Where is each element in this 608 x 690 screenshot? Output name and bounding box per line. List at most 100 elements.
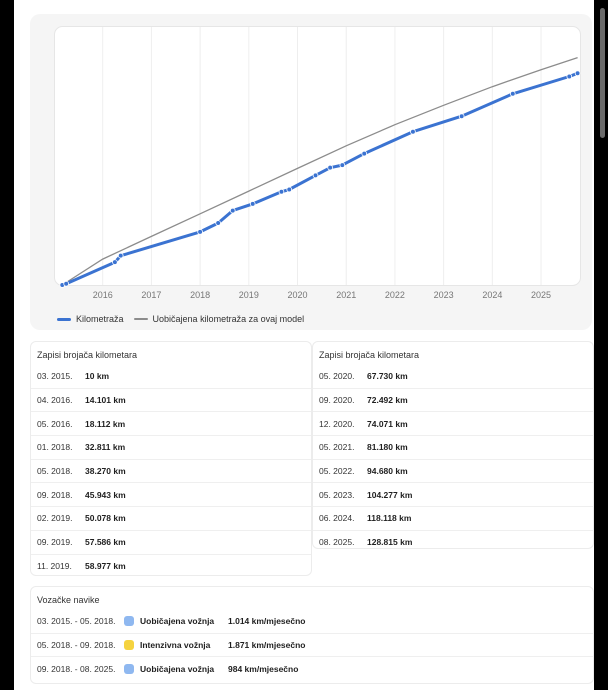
- x-tick-label: 2017: [141, 290, 161, 299]
- record-row: 09. 2019. 57.586 km: [31, 529, 311, 554]
- record-row: 05. 2022. 94.680 km: [313, 458, 593, 483]
- record-km: 10 km: [85, 371, 110, 382]
- record-km: 58.977 km: [85, 560, 126, 571]
- record-date: 02. 2019.: [37, 513, 73, 524]
- record-row: 11. 2019. 58.977 km: [31, 553, 311, 578]
- record-row: 05. 2018. 38.270 km: [31, 458, 311, 483]
- habit-period: 09. 2018. - 08. 2025.: [37, 663, 116, 674]
- habit-type: Uobičajena vožnja: [140, 663, 215, 674]
- record-date: 04. 2016.: [37, 395, 73, 406]
- record-km: 81.180 km: [367, 442, 408, 453]
- chart-legend: Kilometraža Uobičajena kilometraža za ov…: [57, 311, 314, 327]
- data-point-mileage: [361, 150, 368, 157]
- record-date: 09. 2019.: [37, 537, 73, 548]
- record-date: 05. 2018.: [37, 466, 73, 477]
- record-km: 38.270 km: [85, 466, 126, 477]
- x-tick-label: 2025: [531, 290, 551, 299]
- box-title: Vozačke navike: [37, 595, 100, 605]
- record-date: 12. 2020.: [319, 418, 355, 429]
- data-point-mileage: [410, 128, 416, 135]
- record-row: 04. 2016. 14.101 km: [31, 387, 311, 412]
- odometer-records-left: Zapisi brojača kilometara 03. 2015. 10 km…: [30, 341, 312, 576]
- x-tick-label: 2018: [190, 290, 210, 299]
- record-row: 03. 2015. 10 km: [31, 365, 311, 388]
- legend-label-mileage: Kilometraža: [76, 314, 124, 324]
- record-row: 05. 2021. 81.180 km: [313, 435, 593, 459]
- data-point-mileage: [112, 259, 118, 265]
- habit-rate: 984 km/mjesečno: [228, 663, 299, 674]
- scrollbar-thumb[interactable]: [600, 8, 605, 138]
- record-row: 05. 2016. 18.112 km: [31, 411, 311, 435]
- x-tick-label: 2024: [482, 290, 502, 299]
- record-date: 03. 2015.: [37, 371, 73, 382]
- data-point-mileage: [574, 70, 581, 77]
- legend-item-typical[interactable]: Uobičajena kilometraža za ovaj model: [133, 314, 305, 324]
- record-date: 05. 2016.: [37, 418, 73, 429]
- record-km: 104.277 km: [367, 489, 413, 500]
- data-point-mileage: [458, 113, 465, 120]
- x-tick-label: 2019: [239, 290, 259, 299]
- record-km: 128.815 km: [367, 537, 413, 548]
- record-km: 67.730 km: [367, 371, 408, 382]
- record-km: 14.101 km: [85, 395, 126, 406]
- record-km: 72.492 km: [367, 395, 408, 406]
- record-date: 05. 2021.: [319, 442, 355, 453]
- data-point-mileage: [339, 162, 346, 168]
- record-list: 05. 2020. 67.730 km 09. 2020. 72.492 km 12. …: [313, 365, 593, 554]
- data-point-mileage: [197, 229, 203, 235]
- data-point-mileage: [229, 207, 236, 214]
- record-date: 11. 2019.: [37, 560, 72, 571]
- habit-period: 03. 2015. - 05. 2018.: [37, 616, 116, 627]
- record-row: 02. 2019. 50.078 km: [31, 506, 311, 530]
- data-point-mileage: [566, 73, 573, 80]
- record-km: 74.071 km: [367, 418, 408, 429]
- habit-color-chip: [124, 663, 134, 674]
- habit-type: Uobičajena vožnja: [140, 616, 215, 627]
- habit-color-chip: [124, 616, 134, 627]
- record-km: 45.943 km: [85, 489, 126, 500]
- record-date: 01. 2018.: [37, 442, 73, 453]
- record-list: 03. 2015. 10 km 04. 2016. 14.101 km 05. 2016…: [31, 365, 311, 577]
- habit-row: 03. 2015. - 05. 2018. Uobičajena vožnja 1.…: [31, 610, 593, 633]
- mileage-chart: 2016 2017 2018 2019 2020 2021 2022 2023 2024 2025: [54, 26, 581, 299]
- data-point-mileage: [249, 201, 256, 207]
- scrollbar[interactable]: [597, 0, 608, 690]
- legend-swatch-typical: [133, 318, 148, 320]
- x-tick-label: 2020: [288, 290, 308, 299]
- driving-habits: Vozačke navike 03. 2015. - 05. 2018. Uobi…: [30, 586, 594, 684]
- data-point-mileage: [117, 252, 124, 259]
- record-row: 01. 2018. 32.811 km: [31, 435, 311, 459]
- record-row: 06. 2024. 118.118 km: [313, 506, 593, 530]
- record-date: 09. 2020.: [319, 395, 355, 406]
- habit-period: 05. 2018. - 09. 2018.: [37, 640, 116, 651]
- habit-color-chip: [124, 640, 134, 651]
- page: 2016 2017 2018 2019 2020 2021 2022 2023 2024 2025…: [14, 0, 594, 690]
- data-point-mileage: [286, 186, 293, 193]
- data-point-mileage: [509, 90, 516, 97]
- record-row: 09. 2018. 45.943 km: [31, 482, 311, 506]
- record-row: 05. 2020. 67.730 km: [313, 365, 593, 388]
- x-tick-label: 2016: [93, 290, 113, 299]
- record-km: 18.112 km: [85, 418, 126, 429]
- record-row: 12. 2020. 74.071 km: [313, 411, 593, 435]
- legend-item-mileage[interactable]: Kilometraža: [57, 314, 124, 324]
- record-km: 118.118 km: [367, 513, 412, 524]
- record-date: 08. 2025.: [319, 537, 355, 548]
- record-date: 09. 2018.: [37, 489, 73, 500]
- data-point-mileage: [327, 164, 333, 171]
- record-date: 06. 2024.: [319, 513, 355, 524]
- legend-label-typical: Uobičajena kilometraža za ovaj model: [152, 314, 305, 324]
- record-date: 05. 2023.: [319, 489, 355, 500]
- record-km: 94.680 km: [367, 466, 408, 477]
- box-title: Zapisi brojača kilometara: [37, 350, 138, 360]
- record-km: 50.078 km: [85, 513, 126, 524]
- x-tick-label: 2023: [434, 290, 454, 299]
- plot-area: [54, 26, 581, 286]
- record-row: 09. 2020. 72.492 km: [313, 387, 593, 412]
- odometer-records-right: Zapisi brojača kilometara 05. 2020. 67.73…: [312, 341, 594, 549]
- habit-type: Intenzivna vožnja: [140, 640, 211, 651]
- data-point-mileage: [312, 172, 319, 179]
- record-km: 32.811 km: [85, 442, 126, 453]
- mileage-chart-card: 2016 2017 2018 2019 2020 2021 2022 2023 2024 2025…: [30, 14, 592, 330]
- legend-swatch-mileage: [57, 317, 71, 321]
